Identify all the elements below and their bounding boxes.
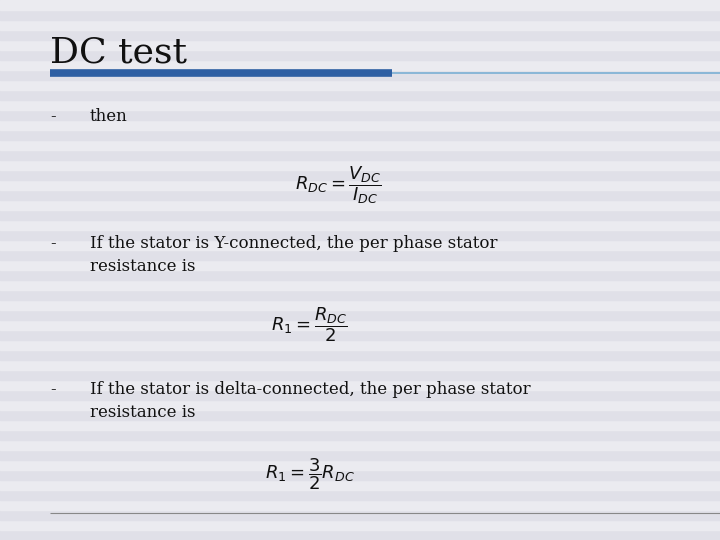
Bar — [0, 450, 720, 460]
Bar — [0, 430, 720, 440]
Bar — [0, 320, 720, 330]
Bar — [0, 190, 720, 200]
Bar — [0, 500, 720, 510]
Bar — [0, 90, 720, 100]
Bar — [0, 60, 720, 70]
Bar — [0, 30, 720, 40]
Bar — [0, 210, 720, 220]
Text: $R_1 = \dfrac{3}{2} R_{DC}$: $R_1 = \dfrac{3}{2} R_{DC}$ — [265, 456, 354, 492]
Bar — [0, 220, 720, 230]
Bar — [0, 510, 720, 520]
Bar — [0, 280, 720, 290]
Bar — [0, 20, 720, 30]
Bar — [0, 100, 720, 110]
Bar — [0, 480, 720, 490]
Bar — [0, 130, 720, 140]
Bar — [0, 250, 720, 260]
Bar — [0, 70, 720, 80]
Bar — [0, 370, 720, 380]
Bar — [0, 140, 720, 150]
Text: DC test: DC test — [50, 35, 187, 69]
Bar — [0, 120, 720, 130]
Bar — [0, 390, 720, 400]
Bar — [0, 340, 720, 350]
Bar — [0, 330, 720, 340]
Bar — [0, 520, 720, 530]
Bar — [0, 40, 720, 50]
Bar — [0, 270, 720, 280]
Bar — [0, 360, 720, 370]
Text: -: - — [50, 381, 56, 397]
Bar — [0, 290, 720, 300]
Bar — [0, 10, 720, 20]
Bar — [0, 240, 720, 250]
Bar — [0, 300, 720, 310]
Text: If the stator is delta-connected, the per phase stator
resistance is: If the stator is delta-connected, the pe… — [90, 381, 531, 421]
Bar — [0, 440, 720, 450]
Text: then: then — [90, 108, 127, 125]
Bar — [0, 410, 720, 420]
Bar — [0, 310, 720, 320]
Text: $R_1 = \dfrac{R_{DC}}{2}$: $R_1 = \dfrac{R_{DC}}{2}$ — [271, 305, 348, 344]
Bar — [0, 230, 720, 240]
Text: $R_{DC} = \dfrac{V_{DC}}{I_{DC}}$: $R_{DC} = \dfrac{V_{DC}}{I_{DC}}$ — [295, 165, 382, 206]
Text: If the stator is Y-connected, the per phase stator
resistance is: If the stator is Y-connected, the per ph… — [90, 235, 498, 275]
Bar — [0, 50, 720, 60]
Text: -: - — [50, 235, 56, 252]
Bar — [0, 470, 720, 480]
Bar — [0, 400, 720, 410]
Bar — [0, 80, 720, 90]
Bar — [0, 0, 720, 10]
Bar — [0, 350, 720, 360]
Bar — [0, 200, 720, 210]
Bar — [0, 110, 720, 120]
Text: -: - — [50, 108, 56, 125]
Bar — [0, 420, 720, 430]
Bar — [0, 260, 720, 270]
Bar — [0, 180, 720, 190]
Bar — [0, 170, 720, 180]
Bar — [0, 150, 720, 160]
Bar — [0, 380, 720, 390]
Bar — [0, 530, 720, 540]
Bar — [0, 160, 720, 170]
Bar — [0, 490, 720, 500]
Bar — [0, 460, 720, 470]
